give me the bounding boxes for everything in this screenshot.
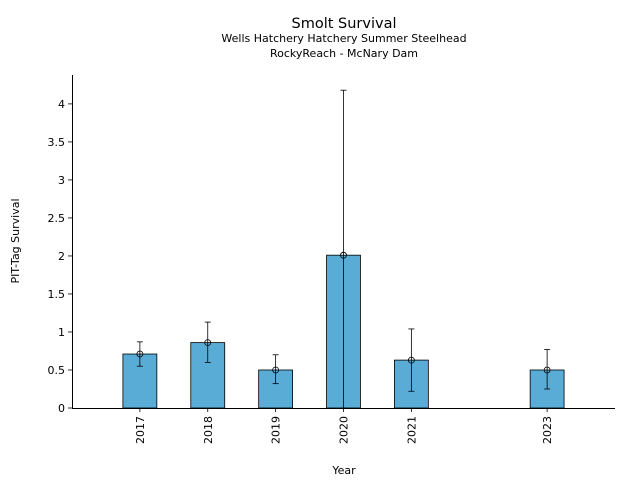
y-tick-label-2: 2 (58, 250, 65, 263)
y-axis-label: PIT-Tag Survival (9, 198, 22, 283)
point-2020 (340, 251, 347, 259)
error-bar-2017 (136, 341, 143, 367)
error-bar-2018 (204, 321, 211, 363)
y-tick-label-3: 3 (58, 174, 65, 187)
x-tick-label-2017: 2017 (134, 416, 147, 444)
point-2021 (407, 356, 415, 364)
y-tick-label-4: 4 (58, 98, 65, 111)
point-2017 (136, 350, 144, 358)
y-axis-ticks: 0 0.5 1 1.5 2 2.5 3 3.5 4 (48, 98, 72, 415)
x-axis-label: Year (331, 464, 356, 477)
y-tick-label-2.5: 2.5 (48, 212, 66, 225)
x-tick-label-2019: 2019 (270, 416, 283, 444)
x-tick-label-2021: 2021 (405, 416, 418, 444)
x-tick-label-2023: 2023 (541, 416, 554, 444)
chart-subtitle-line-1: Wells Hatchery Hatchery Summer Steelhead (221, 32, 466, 45)
x-axis-ticks: 2017 2018 2019 2020 2021 2023 (134, 408, 554, 444)
point-2023 (543, 366, 551, 374)
point-2018 (204, 339, 212, 347)
chart-subtitle-line-2: RockyReach - McNary Dam (270, 47, 418, 60)
x-tick-label-2020: 2020 (338, 416, 351, 444)
point-2019 (272, 366, 280, 374)
y-tick-label-0.5: 0.5 (48, 364, 66, 377)
y-tick-label-1: 1 (58, 326, 65, 339)
y-tick-label-0: 0 (58, 402, 65, 415)
error-bar-2023 (544, 349, 551, 390)
chart-title: Smolt Survival (292, 16, 397, 32)
error-bar-2021 (408, 328, 415, 392)
error-bars-group (136, 89, 551, 409)
error-bar-2019 (272, 354, 279, 385)
y-tick-label-3.5: 3.5 (48, 136, 66, 149)
y-tick-label-1.5: 1.5 (48, 288, 66, 301)
x-tick-label-2018: 2018 (202, 416, 215, 444)
